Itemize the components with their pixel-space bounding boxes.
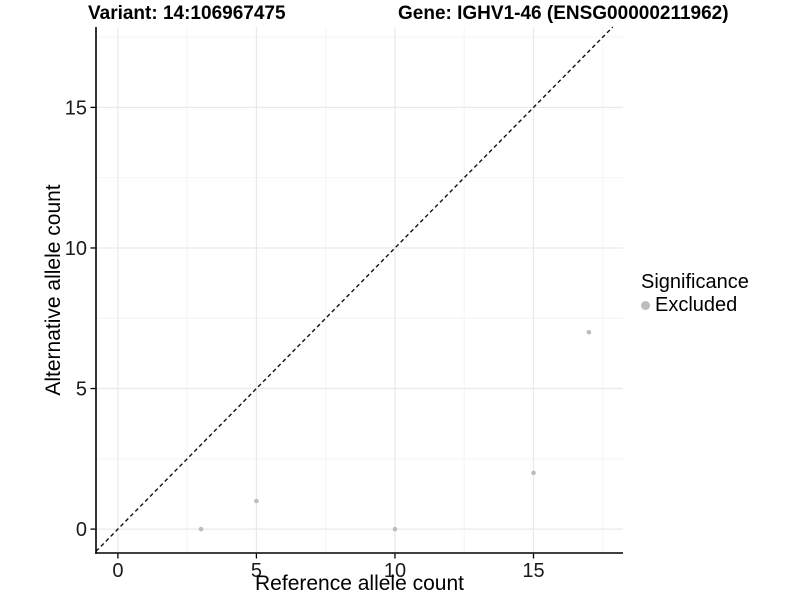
legend: Significance Excluded xyxy=(641,271,749,317)
data-point xyxy=(254,498,259,504)
legend-title: Significance xyxy=(641,271,749,293)
data-point xyxy=(392,526,398,532)
y-tick-label: 5 xyxy=(76,379,87,401)
data-point xyxy=(198,526,204,532)
x-axis-title: Reference allele count xyxy=(255,572,464,595)
data-point xyxy=(531,470,536,476)
y-axis-title: Alternative allele count xyxy=(42,184,65,396)
plot-title-variant: Variant: 14:106967475 xyxy=(88,3,286,24)
x-tick-label: 0 xyxy=(112,560,123,582)
y-tick-label: 15 xyxy=(65,97,87,119)
legend-item-label: Excluded xyxy=(655,294,738,316)
identity-line xyxy=(95,26,614,552)
plot-title-gene: Gene: IGHV1-46 (ENSG00000211962) xyxy=(398,3,729,24)
y-tick-label: 10 xyxy=(65,238,87,260)
y-tick-label: 0 xyxy=(76,519,87,541)
x-tick-label: 5 xyxy=(251,560,262,582)
x-tick-label: 15 xyxy=(522,560,544,582)
data-point xyxy=(586,330,592,335)
legend-item-excluded: Excluded xyxy=(641,294,749,317)
x-tick-label: 10 xyxy=(384,560,406,582)
legend-point-icon xyxy=(641,301,650,310)
